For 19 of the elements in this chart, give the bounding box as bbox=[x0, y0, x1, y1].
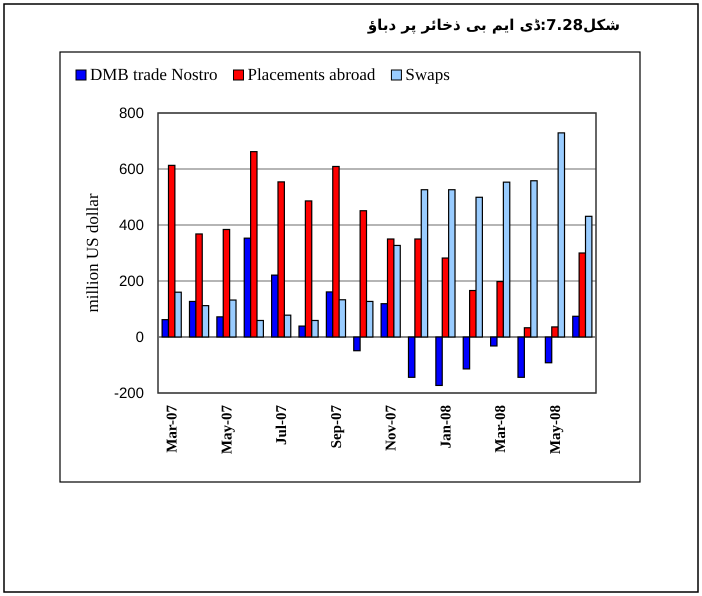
x-tick-label: Jan-08 bbox=[438, 405, 454, 448]
y-tick-label: 800 bbox=[118, 104, 144, 122]
y-tick-label: 400 bbox=[118, 216, 144, 234]
x-tick-label: May-07 bbox=[219, 404, 236, 454]
chart-title: شکل7.28:ڈی ایم بی ذخائر پر دباؤ bbox=[366, 16, 620, 34]
x-tick-label: Mar-08 bbox=[493, 405, 510, 453]
y-tick-label: 200 bbox=[118, 272, 144, 290]
y-tick-label: -200 bbox=[114, 384, 144, 402]
y-tick-label: 0 bbox=[136, 328, 144, 346]
legend-label: DMB trade Nostro bbox=[90, 65, 218, 84]
y-axis-title: million US dollar bbox=[83, 193, 102, 312]
x-tick-label: Sep-07 bbox=[328, 404, 345, 448]
y-tick-label: 600 bbox=[118, 160, 144, 178]
legend-label: Placements abroad bbox=[247, 65, 376, 84]
x-tick-label: Mar-07 bbox=[164, 404, 181, 453]
x-tick-label: Jul-07 bbox=[274, 404, 290, 446]
x-tick-label: Nov-07 bbox=[384, 404, 400, 451]
x-tick-label: May-08 bbox=[548, 405, 564, 454]
legend-label: Swaps bbox=[405, 65, 450, 84]
